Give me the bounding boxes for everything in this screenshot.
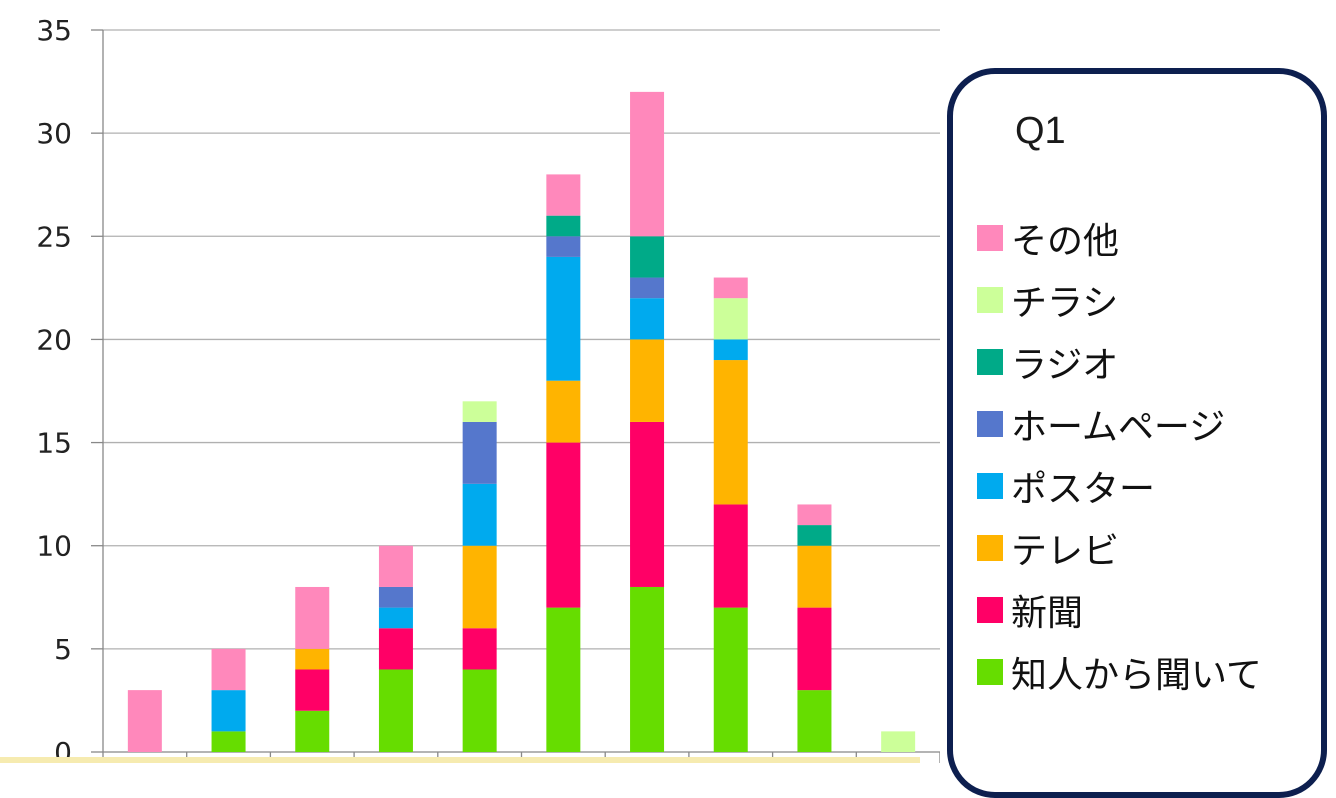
bar-segment: [546, 380, 581, 443]
y-tick-labels: 0 5 10 15 20 25 30 35: [36, 14, 72, 763]
legend-item: その他: [977, 216, 1119, 262]
y-tick-label: 10: [36, 530, 72, 563]
bar-segment: [630, 298, 665, 340]
legend-label: 知人から聞いて: [1011, 655, 1262, 696]
legend-swatch: [977, 225, 1003, 251]
bar-segment: [546, 607, 581, 752]
bar-segment: [630, 91, 665, 237]
bar-segment: [630, 339, 665, 422]
legend-label: ホームページ: [1011, 407, 1226, 448]
bottom-highlight-strip: [0, 757, 920, 763]
bar-segment: [462, 628, 497, 670]
bar-segment: [378, 545, 413, 587]
bar-segment: [797, 690, 832, 752]
legend-label: ラジオ: [1011, 345, 1119, 386]
stacked-bar-chart: 0 5 10 15 20 25 30 35: [36, 14, 940, 763]
legend-item: 新聞: [977, 588, 1083, 634]
bar-segment: [630, 586, 665, 752]
bar-segment: [713, 607, 748, 752]
bar-segment: [797, 607, 832, 691]
y-tick-label: 5: [54, 633, 72, 666]
legend-swatch: [977, 659, 1003, 685]
legend-swatch: [977, 535, 1003, 561]
legend-item: ラジオ: [977, 340, 1118, 386]
legend-title: Q1: [1015, 110, 1066, 152]
bar-segment: [378, 628, 413, 670]
legend-swatch: [977, 473, 1003, 499]
bars: [127, 91, 916, 752]
legend-label: ポスター: [1011, 469, 1156, 510]
bar-segment: [211, 690, 246, 732]
bar-segment: [378, 669, 413, 752]
legend-swatch: [977, 349, 1003, 375]
bar-segment: [713, 298, 748, 340]
bar-segment: [713, 360, 748, 505]
bar-segment: [295, 669, 330, 711]
y-tick-label: 15: [36, 427, 72, 460]
bar-segment: [295, 648, 330, 670]
legend-label: テレビ: [1011, 531, 1120, 572]
bar-segment: [713, 277, 748, 299]
bar-segment: [713, 339, 748, 361]
legend-swatch: [977, 287, 1003, 313]
legend-item: ホームページ: [977, 402, 1225, 448]
legend-label: その他: [1011, 221, 1120, 262]
bar-segment: [462, 669, 497, 752]
bar-segment: [797, 545, 832, 608]
bar-segment: [881, 731, 916, 752]
y-tick-label: 25: [36, 220, 72, 253]
bar-segment: [546, 215, 581, 237]
bar-segment: [630, 277, 665, 299]
bar-segment: [378, 586, 413, 608]
legend: Q1 その他チラシラジオホームページ ポスターテレビ新聞知人から聞いて: [947, 68, 1327, 798]
bar-segment: [546, 442, 581, 608]
legend-item: 知人から聞いて: [977, 650, 1262, 696]
bar-segment: [546, 256, 581, 381]
bar-segment: [378, 607, 413, 629]
bar-segment: [295, 586, 330, 649]
bar-segment: [797, 504, 832, 526]
bar-segment: [462, 483, 497, 546]
y-tick-label: 20: [36, 323, 72, 356]
bar-segment: [797, 525, 832, 546]
y-tick-label: 0: [54, 736, 72, 763]
bar-segment: [462, 421, 497, 484]
y-tick-label: 30: [36, 117, 72, 150]
legend-item: テレビ: [977, 526, 1119, 572]
bar-segment: [211, 648, 246, 691]
legend-label: 新聞: [1011, 593, 1084, 634]
legend-item: チラシ: [977, 278, 1118, 324]
legend-swatch: [977, 597, 1003, 623]
legend-swatch: [977, 411, 1003, 437]
bar-segment: [546, 174, 581, 216]
gridlines: [103, 29, 940, 650]
y-tick-label: 35: [36, 14, 72, 47]
bar-segment: [546, 236, 581, 257]
legend-label: チラシ: [1011, 283, 1119, 324]
bar-segment: [630, 236, 665, 278]
bar-segment: [211, 731, 246, 752]
bar-segment: [713, 504, 748, 608]
legend-item: ポスター: [977, 464, 1155, 510]
bar-segment: [462, 401, 497, 422]
bar-segment: [462, 545, 497, 629]
bar-segment: [127, 690, 162, 752]
bar-segment: [630, 421, 665, 587]
bar-segment: [295, 710, 330, 752]
